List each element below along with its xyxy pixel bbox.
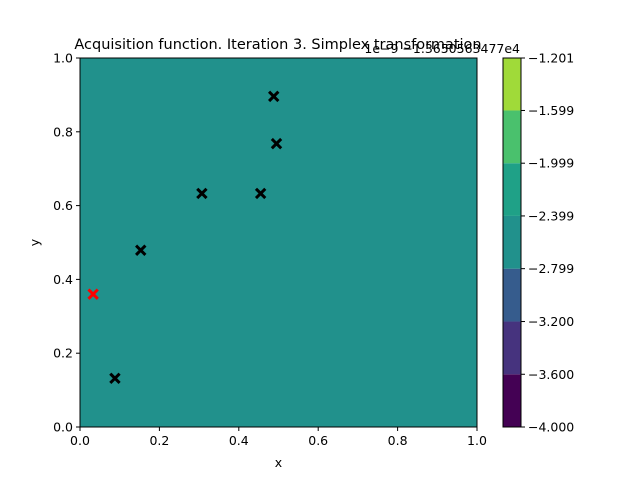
colorbar-level-band: [503, 374, 521, 427]
colorbar: [503, 58, 521, 427]
x-axis-label: x: [275, 455, 282, 470]
x-axis-ticks: 0.0 0.2 0.4 0.6 0.8 1.0: [70, 427, 487, 448]
observed-point-marker: [270, 137, 283, 150]
observed-point-marker: [196, 187, 208, 200]
x-tick-label: 0.8: [388, 433, 408, 448]
colorbar-frame: [502, 57, 522, 428]
colorbar-offset-text: 1e−9 −1.3650563477e4: [364, 41, 520, 56]
colorbar-ticks: −1.201 −1.599 −1.999 −2.399 −2.799 −3.200 −3.6…: [521, 51, 574, 435]
colorbar-tick-label: −4.000: [528, 420, 574, 435]
plot-frame: [79, 57, 478, 428]
colorbar-tick-label: −1.599: [528, 103, 574, 118]
y-axis-ticks: 0.0 0.2 0.4 0.6 0.8 1.0: [53, 51, 80, 435]
x-tick-label: 0.2: [149, 433, 169, 448]
next-point-marker: [87, 288, 99, 300]
x-tick-label: 0.4: [229, 433, 249, 448]
y-tick-label: 0.6: [53, 198, 73, 213]
y-tick-label: 0.0: [53, 420, 73, 435]
colorbar-tick-label: −3.600: [528, 367, 574, 382]
y-tick-label: 0.8: [53, 124, 73, 139]
y-tick-label: 1.0: [53, 51, 73, 66]
markers-layer: [87, 90, 283, 385]
colorbar-level-band: [503, 110, 521, 164]
colorbar-level-band: [503, 163, 521, 216]
colorbar-tick-label: −2.399: [528, 208, 574, 223]
colorbar-tick-label: −3.200: [528, 314, 574, 329]
colorbar-level-band: [503, 58, 521, 111]
acquisition-field: [80, 58, 477, 427]
y-tick-label: 0.4: [53, 272, 73, 287]
observed-point-marker: [268, 90, 280, 103]
chart-title: Acquisition function. Iteration 3. Simpl…: [74, 37, 481, 53]
colorbar-level-band: [503, 268, 521, 322]
colorbar-tick-label: −1.201: [528, 51, 574, 66]
x-tick-label: 0.6: [308, 433, 328, 448]
observed-point-marker: [135, 244, 147, 256]
y-tick-label: 0.2: [53, 346, 73, 361]
plot-area: [79, 57, 478, 428]
y-axis-label: y: [27, 238, 42, 246]
colorbar-tick-label: −1.999: [528, 156, 574, 171]
observed-point-marker: [109, 372, 121, 385]
observed-point-marker: [254, 187, 267, 200]
colorbar-level-band: [503, 215, 521, 269]
colorbar-level-band: [503, 321, 521, 375]
x-tick-label: 0.0: [70, 433, 90, 448]
x-tick-label: 1.0: [467, 433, 487, 448]
colorbar-tick-label: −2.799: [528, 261, 574, 276]
